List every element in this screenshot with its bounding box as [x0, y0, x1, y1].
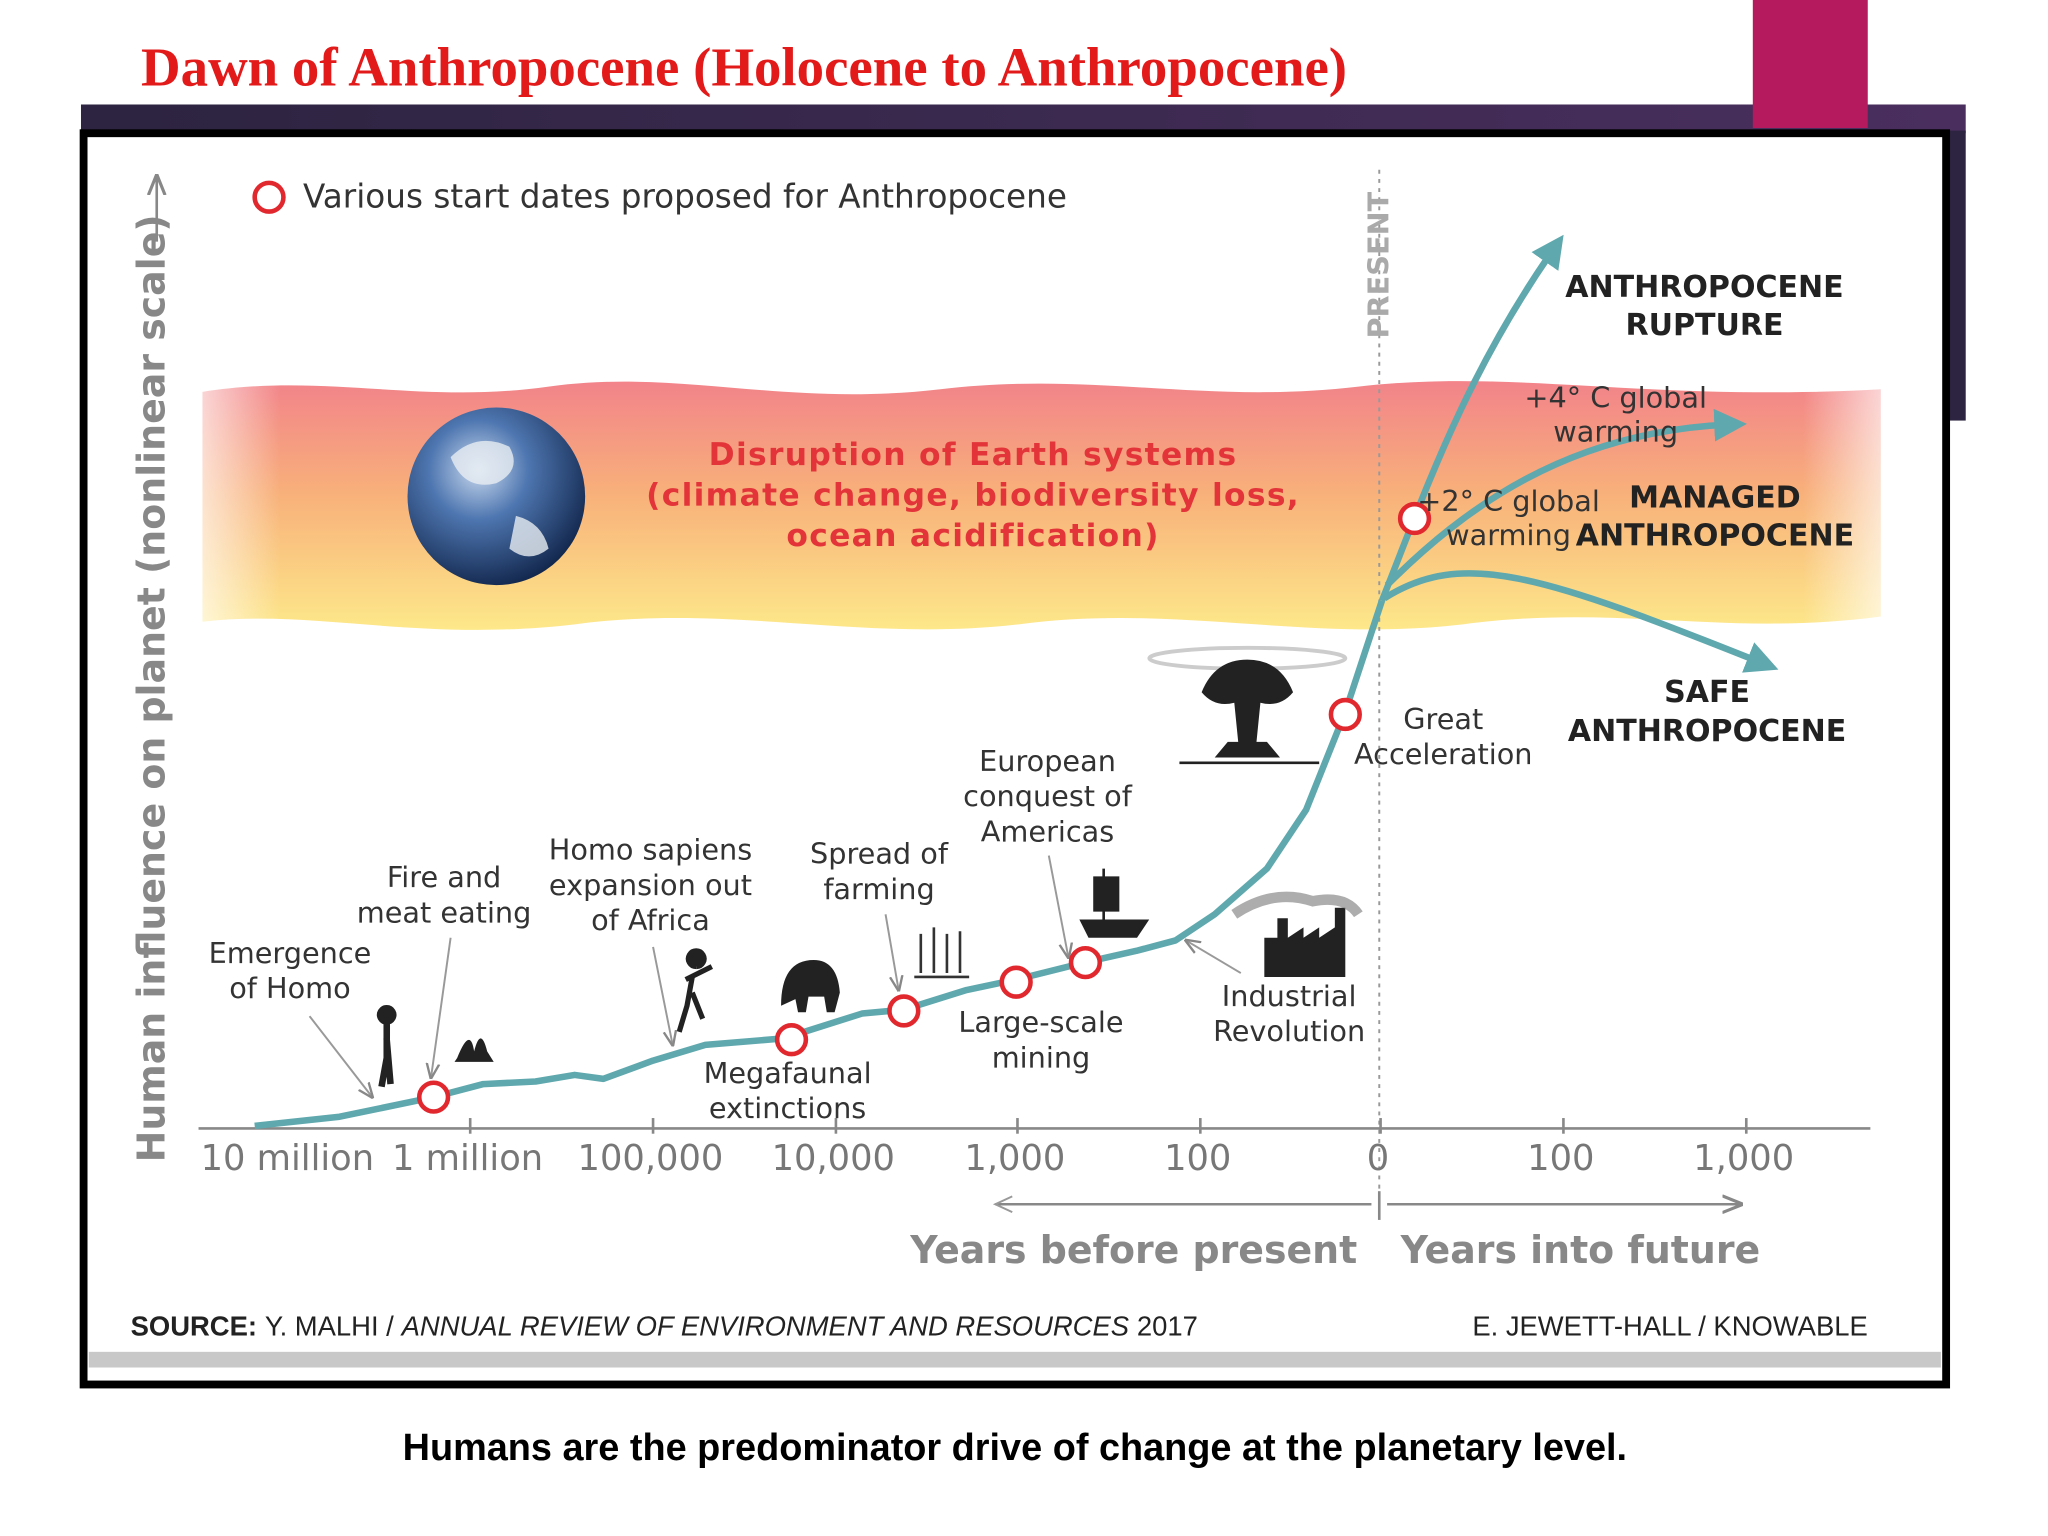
- earth-clouds: [450, 440, 549, 557]
- credit: E. JEWETT-HALL / KNOWABLE: [1472, 1311, 1867, 1342]
- start-date-marker: [416, 1080, 451, 1114]
- leaders: [308, 855, 1242, 1098]
- banner-line: ocean acidification): [786, 518, 1159, 554]
- start-date-marker: [999, 965, 1033, 999]
- safe-branch: [1382, 570, 1779, 673]
- annotation: Great: [1403, 702, 1483, 736]
- header-band: [80, 104, 1966, 134]
- annotation: warming: [1553, 415, 1678, 449]
- x-tick-label: 1,000: [964, 1138, 1065, 1179]
- leader-line: [652, 946, 673, 1045]
- annotation: RUPTURE: [1625, 308, 1783, 343]
- human-figure: [676, 948, 714, 1033]
- x-tick-label: 100: [1527, 1138, 1594, 1179]
- slide-title: Dawn of Anthropocene (Holocene to Anthro…: [141, 37, 1347, 98]
- annotation: SAFE: [1664, 675, 1750, 710]
- annotation: Americas: [981, 814, 1114, 848]
- source-journal: ANNUAL REVIEW OF ENVIRONMENT AND RESOURC…: [400, 1311, 1129, 1342]
- source-year: 2017: [1137, 1311, 1198, 1342]
- annotation: ANTHROPOCENE: [1576, 518, 1854, 553]
- annotation: meat eating: [357, 895, 532, 929]
- annotation: warming: [1446, 518, 1571, 552]
- annotation: Large-scale: [958, 1005, 1123, 1039]
- mushroom-cloud: [1201, 659, 1294, 758]
- x-tick-label: 10,000: [772, 1138, 895, 1179]
- annotation: +2° C global: [1417, 484, 1600, 518]
- annotation: +4° C global: [1524, 381, 1707, 415]
- annotation: European: [979, 744, 1116, 778]
- x-tick-label: 100: [1164, 1138, 1231, 1179]
- annotation: mining: [992, 1040, 1091, 1074]
- annotation: ANTHROPOCENE: [1568, 714, 1846, 749]
- leader-line: [1186, 940, 1242, 974]
- crops: [914, 927, 970, 979]
- annotation: of Homo: [229, 971, 351, 1005]
- annotation: Fire and: [387, 860, 501, 894]
- accent-block: [1752, 0, 1868, 128]
- past-arrowhead: [992, 1195, 1013, 1213]
- rupture-branch: [1378, 234, 1564, 603]
- x-axis-past: Years before present: [909, 1228, 1357, 1272]
- earth-image: [407, 407, 586, 586]
- caption: Humans are the predominator drive of cha…: [403, 1427, 1627, 1469]
- annotation: Megafaunal: [704, 1056, 872, 1090]
- plus-four-branch: [1384, 408, 1747, 588]
- influence-curve: [254, 599, 1385, 1130]
- figure-frame: [79, 129, 1951, 1389]
- x-tick-label: 1 million: [392, 1138, 543, 1179]
- x-tick-label: 10 million: [201, 1138, 374, 1179]
- annotation: ANTHROPOCENE: [1565, 270, 1843, 305]
- x-axis-future: Years into future: [1400, 1228, 1761, 1272]
- annotation: Emergence: [209, 936, 372, 970]
- source-authors: Y. MALHI /: [265, 1311, 394, 1342]
- banner-line: (climate change, biodiversity loss,: [646, 477, 1300, 513]
- x-tick-label: 1,000: [1693, 1138, 1794, 1179]
- annotation: extinctions: [709, 1091, 866, 1125]
- ship: [1079, 868, 1150, 938]
- annotation: farming: [823, 872, 934, 906]
- annotation: Industrial: [1222, 979, 1357, 1013]
- source-label: SOURCE:: [131, 1311, 257, 1342]
- banner-line: Disruption of Earth systems: [709, 437, 1238, 473]
- annotation: Acceleration: [1354, 737, 1532, 771]
- legend-marker: [252, 180, 286, 214]
- annotation: Spread of: [810, 837, 949, 871]
- annotation: of Africa: [591, 903, 710, 937]
- bottom-strip: [88, 1351, 1941, 1368]
- smoke: [1231, 891, 1363, 919]
- start-date-marker: [1328, 697, 1362, 732]
- y-axis-label: Human influence on planet (nonlinear sca…: [130, 214, 174, 1162]
- present-label: PRESENT: [1362, 191, 1396, 338]
- annotation: conquest of: [963, 779, 1133, 813]
- start-date-marker: [887, 994, 921, 1028]
- start-date-marker: [1397, 501, 1432, 536]
- start-date-markers: [416, 501, 1432, 1114]
- mammoth: [781, 960, 840, 1013]
- early-human: [376, 1005, 397, 1088]
- start-date-marker: [1068, 945, 1103, 980]
- source-line: SOURCE: Y. MALHI / ANNUAL REVIEW OF ENVIRO…: [131, 1311, 1198, 1342]
- side-band: [1948, 130, 1966, 421]
- annotation: Homo sapiens: [549, 833, 752, 867]
- legend-text: Various start dates proposed for Anthrop…: [303, 178, 1067, 216]
- annotation: Revolution: [1213, 1014, 1365, 1048]
- leader-line: [308, 1015, 373, 1097]
- leader-line: [884, 914, 899, 990]
- annotation: MANAGED: [1629, 480, 1801, 515]
- leader-line: [431, 937, 452, 1078]
- x-tick-label: 100,000: [578, 1138, 724, 1179]
- leader-line: [1047, 855, 1069, 958]
- x-tick-label: 0: [1367, 1138, 1389, 1179]
- start-date-marker: [774, 1023, 809, 1057]
- factory: [1264, 907, 1346, 977]
- fire: [454, 1038, 494, 1062]
- annotation: expansion out: [549, 868, 752, 902]
